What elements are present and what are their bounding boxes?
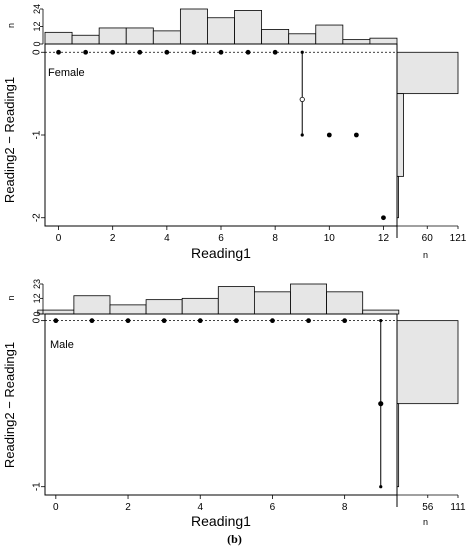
female-side-hist-xlabel: n bbox=[423, 250, 428, 260]
female-data-point bbox=[381, 215, 386, 221]
female-top-hist-bar bbox=[179, 8, 208, 45]
female-top-hist-bar bbox=[98, 27, 127, 45]
female-data-point bbox=[326, 132, 332, 138]
female-top-hist-bar bbox=[261, 29, 290, 45]
male-side-hist-tick-label: 56 bbox=[422, 502, 434, 513]
female-data-point bbox=[191, 49, 197, 55]
female-x-tick-label: 2 bbox=[110, 233, 116, 244]
male-top-hist-bar bbox=[290, 283, 328, 315]
female-x-tick-label: 8 bbox=[272, 233, 278, 244]
female-x-tick-label: 4 bbox=[164, 233, 170, 244]
male-data-point bbox=[270, 318, 275, 324]
male-data-point bbox=[125, 318, 131, 324]
figure-caption: (b) bbox=[227, 532, 242, 546]
male-top-hist-bar bbox=[145, 299, 183, 315]
female-x-tick-label: 10 bbox=[324, 233, 336, 244]
female-data-point bbox=[272, 49, 278, 55]
female-top-hist-bar bbox=[125, 27, 154, 45]
female-y-axis-label: Reading2 − Reading1 bbox=[2, 77, 17, 203]
female-data-point bbox=[110, 49, 116, 55]
male-x-tick-label: 2 bbox=[125, 502, 131, 513]
female-range-mean-point bbox=[299, 96, 305, 103]
female-data-point bbox=[353, 132, 359, 138]
male-range-mean-point bbox=[378, 401, 384, 407]
male-range-min-point bbox=[379, 485, 383, 489]
female-y-tick-label: -1 bbox=[32, 130, 43, 139]
female-side-hist-tick-label: 60 bbox=[422, 233, 434, 244]
male-top-hist-ylabel: n bbox=[6, 295, 16, 300]
female-data-point bbox=[83, 49, 89, 55]
female-plot-frame bbox=[44, 43, 398, 227]
male-x-tick-label: 4 bbox=[197, 502, 203, 513]
male-y-tick-label: -1 bbox=[32, 482, 43, 491]
female-data-point bbox=[164, 49, 170, 55]
female-top-hist-bar bbox=[44, 31, 73, 45]
male-side-hist-tick-label: 111 bbox=[450, 502, 466, 513]
female-top-hist-bar bbox=[71, 34, 100, 45]
male-data-point bbox=[89, 318, 95, 324]
female-top-hist-bar bbox=[207, 17, 235, 45]
male-side-hist-bar bbox=[396, 320, 459, 405]
female-side-hist-tick-label: 121 bbox=[450, 233, 467, 244]
male-top-hist-bar bbox=[326, 291, 364, 315]
female-top-hist-bar bbox=[288, 33, 317, 45]
male-top-hist-bar bbox=[362, 309, 400, 315]
male-data-point bbox=[161, 318, 167, 324]
male-plot-frame bbox=[44, 313, 398, 496]
female-range-max-point bbox=[300, 50, 304, 54]
female-y-tick-label: -2 bbox=[32, 213, 43, 222]
male-x-tick-label: 6 bbox=[270, 502, 276, 513]
male-panel-title: Male bbox=[50, 339, 74, 351]
female-data-point bbox=[56, 49, 61, 55]
female-panel-title: Female bbox=[48, 67, 85, 79]
female-x-tick-label: 6 bbox=[218, 233, 224, 244]
male-data-point bbox=[342, 318, 348, 324]
male-top-hist-tick-label: 23 bbox=[32, 279, 42, 289]
female-data-point bbox=[218, 49, 224, 55]
female-x-axis-label: Reading1 bbox=[191, 245, 251, 261]
female-top-hist-tick-label: 12 bbox=[32, 21, 42, 31]
male-data-point bbox=[233, 318, 239, 324]
female-x-tick-label: 0 bbox=[56, 233, 62, 244]
male-data-point bbox=[53, 318, 59, 324]
male-top-hist-bar bbox=[109, 304, 147, 315]
female-x-tick-label: 12 bbox=[378, 233, 390, 244]
female-top-hist-bar bbox=[152, 30, 181, 45]
male-x-tick-label: 0 bbox=[53, 502, 59, 513]
male-top-hist-bar bbox=[73, 295, 111, 315]
male-top-hist-tick-label: 12 bbox=[32, 293, 42, 303]
female-data-point bbox=[137, 49, 143, 55]
male-x-axis-label: Reading1 bbox=[191, 513, 251, 529]
male-range-max-point bbox=[379, 319, 383, 323]
female-y-tick-label: 0 bbox=[32, 49, 43, 55]
male-top-hist-bar bbox=[253, 291, 291, 315]
male-top-hist-tick-label: 0 bbox=[32, 311, 42, 316]
female-top-hist-ylabel: n bbox=[6, 23, 16, 28]
female-side-hist-bar bbox=[396, 51, 459, 95]
male-data-point bbox=[306, 318, 311, 324]
male-x-tick-label: 8 bbox=[342, 502, 348, 513]
female-top-hist-tick-label: 24 bbox=[32, 4, 42, 14]
male-y-tick-label: 0 bbox=[32, 317, 43, 323]
male-side-hist-xlabel: n bbox=[423, 517, 428, 527]
female-range-min-point bbox=[300, 133, 304, 137]
male-y-axis-label: Reading2 − Reading1 bbox=[2, 342, 17, 468]
female-top-hist-bar bbox=[369, 37, 398, 45]
female-top-hist-bar bbox=[315, 24, 344, 45]
male-data-point bbox=[197, 318, 203, 324]
male-top-hist-bar bbox=[217, 286, 255, 315]
female-top-hist-bar bbox=[342, 39, 371, 45]
male-top-hist-bar bbox=[181, 297, 219, 315]
female-top-hist-bar bbox=[234, 10, 263, 45]
female-top-hist-tick-label: 0 bbox=[32, 41, 42, 46]
female-data-point bbox=[245, 49, 251, 55]
female-side-hist-bar bbox=[396, 93, 404, 177]
